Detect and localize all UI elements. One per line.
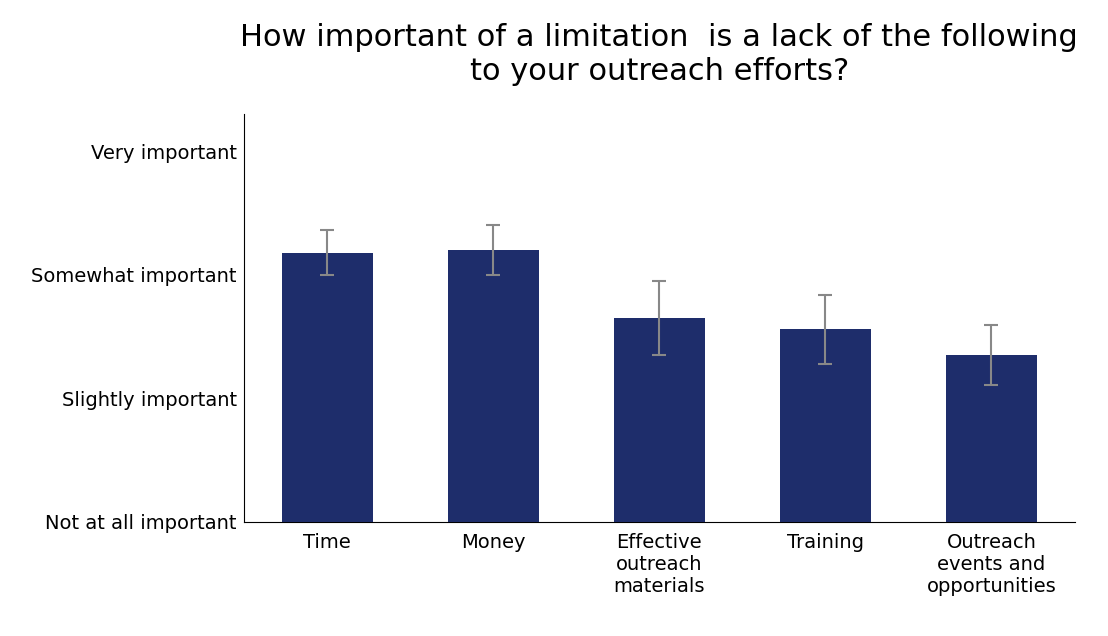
Bar <box>448 250 538 522</box>
Bar <box>780 329 871 522</box>
Bar <box>281 252 373 522</box>
Bar <box>614 318 705 522</box>
Title: How important of a limitation  is a lack of the following
to your outreach effor: How important of a limitation is a lack … <box>240 23 1078 86</box>
Bar <box>945 355 1037 522</box>
